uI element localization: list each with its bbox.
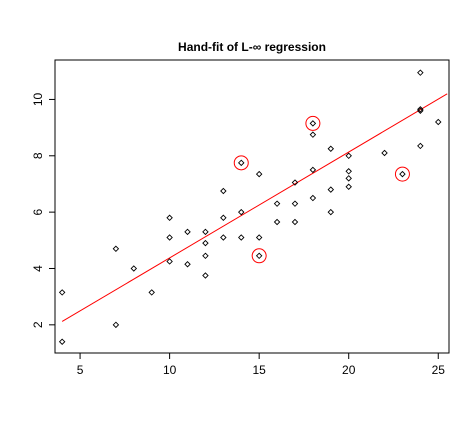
- data-points-layer: [58, 69, 442, 345]
- data-point: [327, 145, 335, 152]
- data-point: [255, 170, 263, 178]
- y-tick-label: 8: [31, 152, 45, 159]
- data-point: [202, 272, 209, 279]
- x-tick-label: 25: [432, 363, 446, 377]
- data-point: [238, 234, 245, 241]
- data-point: [291, 218, 299, 226]
- x-tick-label: 10: [163, 363, 177, 377]
- y-axis: 2 4 6 8 10: [31, 92, 56, 328]
- data-point: [166, 258, 173, 265]
- data-point: [58, 289, 66, 296]
- highlight-layer: [233, 115, 410, 264]
- data-point: [309, 131, 317, 138]
- data-point: [309, 194, 317, 202]
- highlight-circle: [233, 155, 249, 171]
- data-point: [58, 338, 66, 345]
- data-point: [345, 183, 352, 191]
- data-point: [345, 175, 352, 182]
- data-point: [327, 186, 335, 193]
- data-point: [220, 234, 227, 241]
- data-point: [435, 118, 442, 126]
- x-tick-label: 5: [77, 363, 84, 377]
- data-point: [327, 208, 335, 216]
- data-point: [112, 245, 120, 252]
- highlight-circle: [394, 166, 410, 182]
- data-point: [417, 142, 424, 150]
- y-tick-label: 10: [31, 92, 45, 106]
- data-point: [273, 200, 281, 207]
- data-point: [291, 179, 299, 186]
- data-point: [273, 218, 281, 226]
- data-point: [255, 234, 263, 241]
- data-point: [202, 252, 209, 260]
- data-point: [220, 187, 227, 195]
- data-point: [202, 228, 209, 236]
- data-point: [309, 120, 317, 127]
- data-point: [309, 166, 317, 174]
- data-point: [184, 261, 191, 268]
- data-point: [345, 168, 352, 175]
- data-point: [345, 152, 352, 160]
- regression-line: [61, 93, 448, 322]
- fit-line-layer: [61, 93, 448, 322]
- x-axis: 5 10 15 20 25: [77, 352, 446, 377]
- highlight-circle: [251, 248, 267, 264]
- highlight-circle: [305, 115, 321, 131]
- plot-frame: [54, 59, 450, 354]
- data-point: [184, 228, 191, 236]
- data-point: [381, 149, 388, 157]
- data-point: [291, 200, 299, 207]
- y-tick-label: 6: [31, 208, 45, 215]
- data-point: [417, 107, 424, 114]
- y-tick-label: 2: [31, 321, 45, 328]
- chart-title: Hand-fit of L-∞ regression: [178, 40, 326, 54]
- data-point: [417, 106, 424, 113]
- data-point: [417, 69, 424, 76]
- data-point: [166, 214, 173, 222]
- data-point: [238, 159, 245, 167]
- data-point: [220, 214, 227, 222]
- data-point: [202, 239, 209, 247]
- x-tick-label: 15: [252, 363, 266, 377]
- data-point: [255, 252, 263, 260]
- data-point: [238, 208, 245, 216]
- data-point: [166, 234, 173, 241]
- data-point: [130, 265, 138, 272]
- data-point: [148, 289, 155, 296]
- data-point: [399, 170, 406, 178]
- x-tick-label: 20: [342, 363, 356, 377]
- data-point: [112, 321, 120, 329]
- y-tick-label: 4: [31, 265, 45, 272]
